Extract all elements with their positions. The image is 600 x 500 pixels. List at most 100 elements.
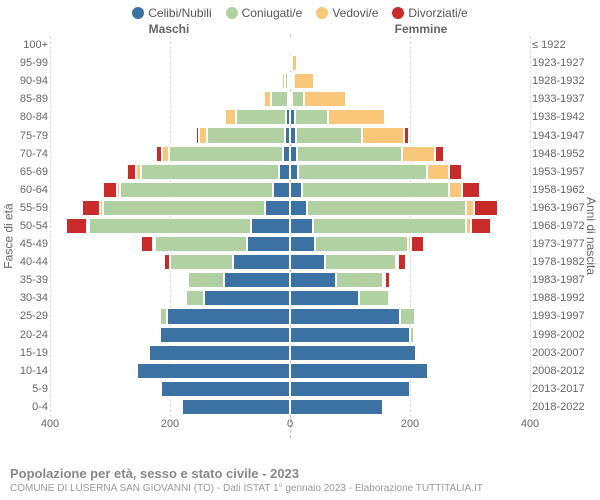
age-label: 65-69 bbox=[8, 166, 48, 178]
seg-single bbox=[290, 200, 307, 216]
bar-male bbox=[141, 236, 290, 252]
pyramid-row: 0-42018-2022 bbox=[50, 398, 530, 416]
bar-female bbox=[290, 200, 498, 216]
age-label: 80-84 bbox=[8, 111, 48, 123]
x-axis: 4002000200400 bbox=[50, 418, 530, 434]
age-label: 0-4 bbox=[8, 401, 48, 413]
age-label: 70-74 bbox=[8, 148, 48, 160]
birth-year-label: 2013-2017 bbox=[532, 383, 592, 395]
seg-widowed bbox=[264, 91, 271, 107]
bar-female bbox=[290, 308, 417, 324]
seg-married bbox=[296, 127, 362, 143]
seg-single bbox=[290, 164, 298, 180]
bar-female bbox=[290, 37, 292, 53]
age-label: 90-94 bbox=[8, 75, 48, 87]
age-label: 15-19 bbox=[8, 347, 48, 359]
bar-female bbox=[290, 218, 491, 234]
seg-widowed bbox=[402, 146, 435, 162]
bar-female bbox=[290, 109, 387, 125]
pyramid-row: 85-891933-1937 bbox=[50, 90, 530, 108]
seg-married bbox=[297, 146, 402, 162]
bar-female bbox=[290, 272, 390, 288]
bar-female bbox=[290, 146, 444, 162]
pyramid-row: 30-341988-1992 bbox=[50, 289, 530, 307]
population-pyramid: Celibi/NubiliConiugati/eVedovi/eDivorzia… bbox=[0, 0, 600, 500]
seg-single bbox=[290, 254, 325, 270]
birth-year-label: 1938-1942 bbox=[532, 111, 592, 123]
legend-label: Divorziati/e bbox=[408, 6, 467, 20]
bar-female bbox=[290, 91, 348, 107]
seg-married bbox=[120, 182, 273, 198]
age-label: 5-9 bbox=[8, 383, 48, 395]
birth-year-label: 1998-2002 bbox=[532, 329, 592, 341]
x-tick: 200 bbox=[161, 418, 179, 430]
seg-married bbox=[271, 91, 288, 107]
seg-divorced bbox=[103, 182, 116, 198]
seg-married bbox=[141, 164, 279, 180]
bar-male bbox=[66, 218, 290, 234]
x-tick: 400 bbox=[521, 418, 539, 430]
bar-area bbox=[50, 308, 530, 324]
age-label: 40-44 bbox=[8, 256, 48, 268]
bar-area bbox=[50, 37, 530, 53]
seg-widowed bbox=[449, 182, 462, 198]
age-label: 60-64 bbox=[8, 184, 48, 196]
age-label: 20-24 bbox=[8, 329, 48, 341]
pyramid-row: 45-491973-1977 bbox=[50, 235, 530, 253]
seg-married bbox=[307, 200, 466, 216]
seg-divorced bbox=[474, 200, 498, 216]
seg-single bbox=[290, 182, 302, 198]
birth-year-label: 1928-1932 bbox=[532, 75, 592, 87]
seg-married bbox=[336, 272, 383, 288]
seg-single bbox=[290, 146, 297, 162]
seg-divorced bbox=[66, 218, 87, 234]
seg-married bbox=[236, 109, 287, 125]
seg-widowed bbox=[294, 73, 314, 89]
seg-married bbox=[295, 109, 328, 125]
bar-area bbox=[50, 109, 530, 125]
bar-female bbox=[290, 363, 428, 379]
age-label: 85-89 bbox=[8, 93, 48, 105]
bar-male bbox=[186, 272, 290, 288]
bar-area bbox=[50, 218, 530, 234]
seg-widowed bbox=[362, 127, 404, 143]
legend-label: Vedovi/e bbox=[332, 6, 378, 20]
seg-single bbox=[247, 236, 290, 252]
seg-married bbox=[207, 127, 285, 143]
seg-single bbox=[290, 327, 410, 343]
birth-year-label: 1993-1997 bbox=[532, 310, 592, 322]
birth-year-label: 2003-2007 bbox=[532, 347, 592, 359]
chart-title: Popolazione per età, sesso e stato civil… bbox=[10, 466, 590, 481]
pyramid-row: 20-241998-2002 bbox=[50, 326, 530, 344]
birth-year-label: ≤ 1922 bbox=[532, 39, 592, 51]
seg-married bbox=[292, 91, 304, 107]
pyramid-row: 15-192003-2007 bbox=[50, 344, 530, 362]
seg-married bbox=[160, 308, 167, 324]
seg-single bbox=[290, 399, 383, 415]
x-tick: 200 bbox=[401, 418, 419, 430]
legend-item: Divorziati/e bbox=[392, 6, 467, 20]
bar-area bbox=[50, 73, 530, 89]
legend-dot bbox=[392, 7, 404, 19]
bar-female bbox=[290, 290, 391, 306]
pyramid-row: 55-591963-1967 bbox=[50, 199, 530, 217]
seg-married bbox=[315, 236, 408, 252]
seg-single bbox=[290, 363, 428, 379]
legend-label: Coniugati/e bbox=[242, 6, 303, 20]
age-label: 95-99 bbox=[8, 57, 48, 69]
birth-year-label: 1978-1982 bbox=[532, 256, 592, 268]
bar-area bbox=[50, 272, 530, 288]
panel-title-males: Maschi bbox=[0, 22, 300, 36]
seg-single bbox=[161, 381, 290, 397]
bar-male bbox=[184, 290, 290, 306]
legend-dot bbox=[132, 7, 144, 19]
birth-year-label: 2018-2022 bbox=[532, 401, 592, 413]
bar-male bbox=[161, 381, 290, 397]
bar-area bbox=[50, 399, 530, 415]
bar-female bbox=[290, 127, 409, 143]
seg-divorced bbox=[398, 254, 406, 270]
bar-female bbox=[290, 164, 462, 180]
bar-female bbox=[290, 345, 416, 361]
seg-divorced bbox=[385, 109, 387, 125]
bar-male bbox=[156, 146, 290, 162]
